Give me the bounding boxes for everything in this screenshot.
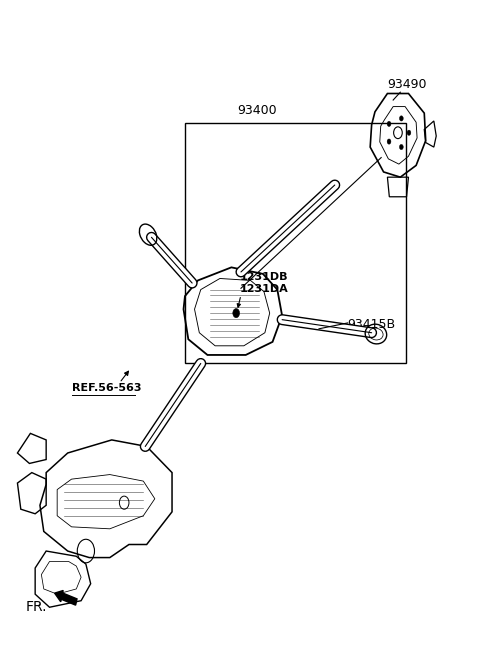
Text: REF.56-563: REF.56-563 — [72, 383, 141, 392]
Text: 93400: 93400 — [237, 104, 276, 117]
Circle shape — [399, 116, 403, 121]
FancyArrow shape — [55, 591, 77, 605]
Text: 93415B: 93415B — [348, 318, 396, 331]
Bar — [185, 123, 406, 364]
Circle shape — [387, 139, 391, 144]
Text: 1231DB: 1231DB — [240, 272, 288, 282]
Circle shape — [399, 144, 403, 149]
Circle shape — [233, 309, 240, 318]
Text: FR.: FR. — [25, 600, 47, 614]
Circle shape — [407, 130, 411, 136]
Text: 93490: 93490 — [387, 78, 426, 91]
Text: 1231DA: 1231DA — [240, 284, 289, 294]
Circle shape — [387, 121, 391, 126]
